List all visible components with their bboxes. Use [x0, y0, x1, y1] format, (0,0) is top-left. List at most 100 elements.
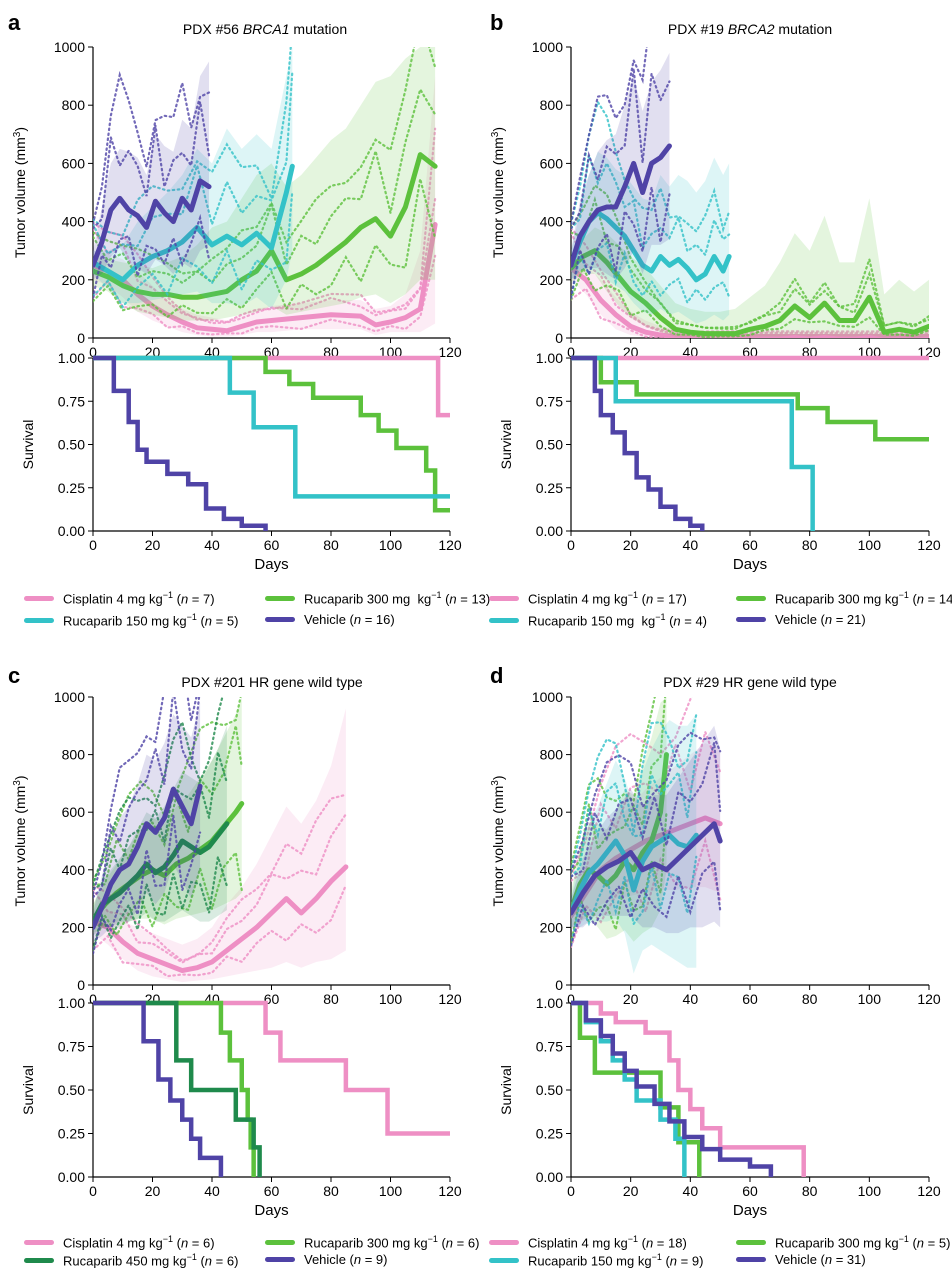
legend-swatch: [24, 617, 54, 623]
legend-label-part: = 9): [677, 1253, 704, 1269]
legend-label: Rucaparib 450 mg kg−1 (n = 6): [63, 1252, 238, 1268]
c-survival-curve-vehicle: [93, 1000, 224, 1177]
a-surv-y-tick-label: 1.00: [58, 350, 85, 366]
a-tumor-plot-area: [93, 47, 438, 337]
legend-label-part: n: [645, 591, 654, 607]
c-trace-rucaparib300: [93, 850, 243, 950]
b-mean-line-cisplatin: [571, 265, 929, 338]
legend-item-c-rucaparib450: Rucaparib 450 mg kg−1 (n = 6): [24, 1252, 238, 1268]
d-tumor-x-tick-label: 40: [683, 991, 699, 1007]
c-survival-curve-rucaparib300: [93, 1000, 256, 1177]
title-gene: BRCA2: [728, 21, 775, 37]
legend-label-part: = 7): [188, 591, 215, 607]
d-surv-x-tick-label: 20: [623, 1183, 639, 1199]
a-surv-x-tick-label: 40: [204, 537, 220, 553]
legend-swatch: [24, 1257, 54, 1263]
legend-label-part: = 5): [924, 1235, 951, 1251]
legend-item-c-rucaparib300: Rucaparib 300 mg kg−1 (n = 6): [265, 1234, 479, 1250]
title-part: PDX #19: [668, 21, 728, 37]
panel-letter-a: a: [8, 10, 21, 35]
c-surv-y-tick-label: 0.25: [58, 1126, 85, 1142]
a-tumor-y-tick-label: 200: [62, 272, 86, 288]
d-surv-x-tick-label: 100: [858, 1183, 882, 1199]
d-tumor-y-tick-label: 400: [540, 862, 564, 878]
b-survival-y-label: Survival: [498, 420, 514, 470]
b-surv-y-tick-label: 1.00: [536, 350, 563, 366]
d-tumor-y-tick-label: 200: [540, 919, 564, 935]
a-trace-vehicle: [93, 213, 211, 299]
b-surv-x-tick-label: 60: [742, 537, 758, 553]
c-tumor-x-tick-label: 80: [323, 991, 339, 1007]
title-part: mutation: [775, 21, 833, 37]
legend-label-part: Cisplatin 4 mg kg: [63, 591, 163, 607]
legend-label-part: (: [637, 591, 646, 607]
legend-label-part: −1: [655, 612, 666, 622]
legend-label-part: Cisplatin 4 mg kg: [63, 1235, 163, 1251]
legend-label-part: n: [449, 591, 457, 607]
legend-label-part: n: [204, 1253, 213, 1269]
c-tumor-x-tick-label: 100: [379, 991, 403, 1007]
c-tumor-plot-area: [93, 697, 349, 983]
d-tumor-y-label: Tumor volume (mm3): [490, 775, 507, 906]
label-part: ): [490, 127, 506, 132]
a-tumor-y-label: Tumor volume (mm3): [12, 127, 29, 258]
legend-swatch: [265, 595, 295, 601]
c-surv-x-tick-label: 100: [379, 1183, 403, 1199]
legend-swatch: [736, 1239, 766, 1245]
legend-item-d-rucaparib150: Rucaparib 150 mg kg−1 (n = 9): [489, 1252, 703, 1268]
b-surv-x-tick-label: 120: [917, 537, 941, 553]
a-mean-line-cisplatin: [93, 222, 438, 334]
a-surv-y-tick-label: 0.50: [58, 437, 85, 453]
label-superscript: 3: [490, 131, 501, 137]
a-trace-vehicle: [93, 70, 211, 225]
d-band-rucaparib300: [571, 697, 667, 942]
c-tumor-y-label: Tumor volume (mm3): [12, 775, 29, 906]
legend-label: Rucaparib 150 mg kg−1 (n = 4): [528, 612, 707, 628]
legend-label: Vehicle (n = 9): [304, 1252, 387, 1267]
a-survival-curve-rucaparib300: [93, 355, 450, 513]
b-tumor-x-tick-label: 0: [567, 344, 575, 360]
b-surv-x-tick-label: 0: [567, 537, 575, 553]
b-mean-line-rucaparib300: [571, 248, 929, 337]
legend-label: Vehicle (n = 21): [775, 612, 866, 627]
legend-item-b-vehicle: Vehicle (n = 21): [736, 612, 866, 627]
legend-label-part: −1: [651, 1252, 662, 1262]
c-trace-rucaparib450: [93, 697, 224, 887]
legend-label-part: (: [441, 591, 450, 607]
a-tumor-y-tick-label: 600: [62, 155, 86, 171]
a-mean-line-rucaparib300: [93, 152, 438, 300]
legend-item-d-rucaparib300: Rucaparib 300 mg kg−1 (n = 5): [736, 1234, 950, 1250]
a-trace-rucaparib300: [93, 86, 437, 285]
legend-label: Rucaparib 150 mg kg−1 (n = 9): [528, 1252, 703, 1268]
a-tumor-y-tick-label: 0: [77, 330, 85, 346]
label-part: Tumor volume (mm: [490, 786, 506, 907]
legend-label-part: Rucaparib 300 mg kg: [304, 1235, 428, 1251]
d-surv-x-tick-label: 80: [802, 1183, 818, 1199]
d-tumor-x-tick-label: 60: [742, 991, 758, 1007]
d-surv-x-tick-label: 40: [683, 1183, 699, 1199]
b-surv-y-tick-label: 0.50: [536, 437, 563, 453]
c-surv-y-tick-label: 0.50: [58, 1082, 85, 1098]
b-surv-y-tick-label: 0.75: [536, 393, 563, 409]
legend-item-b-rucaparib150: Rucaparib 150 mg kg−1 (n = 4): [489, 612, 707, 628]
d-survival-y-label: Survival: [498, 1065, 514, 1115]
legend-item-c-cisplatin: Cisplatin 4 mg kg−1 (n = 6): [24, 1234, 215, 1250]
legend-label: Rucaparib 300 mg kg−1 (n = 13): [304, 590, 490, 606]
d-surv-y-tick-label: 0.00: [536, 1169, 563, 1185]
legend-label-part: n: [204, 613, 213, 629]
legend-label-part: (: [172, 1235, 181, 1251]
legend-label-part: n: [180, 1235, 189, 1251]
c-survival-curve-rucaparib450: [93, 1000, 262, 1177]
title-part: PDX #56: [183, 21, 243, 37]
legend-item-b-rucaparib300: Rucaparib 300 mg kg−1 (n = 14): [736, 590, 952, 606]
legend-swatch: [489, 595, 519, 601]
legend-label-part: n: [669, 1253, 678, 1269]
b-surv-y-tick-label: 0.25: [536, 480, 563, 496]
d-tumor-x-tick-label: 120: [917, 991, 941, 1007]
panel-title-a: PDX #56 BRCA1 mutation: [183, 21, 347, 37]
panel-letter-d: d: [490, 663, 503, 688]
d-surv-y-tick-label: 1.00: [536, 995, 563, 1011]
d-survival-curve-vehicle: [571, 1000, 774, 1177]
legend-swatch: [265, 1239, 295, 1245]
c-trace-vehicle: [93, 697, 201, 899]
